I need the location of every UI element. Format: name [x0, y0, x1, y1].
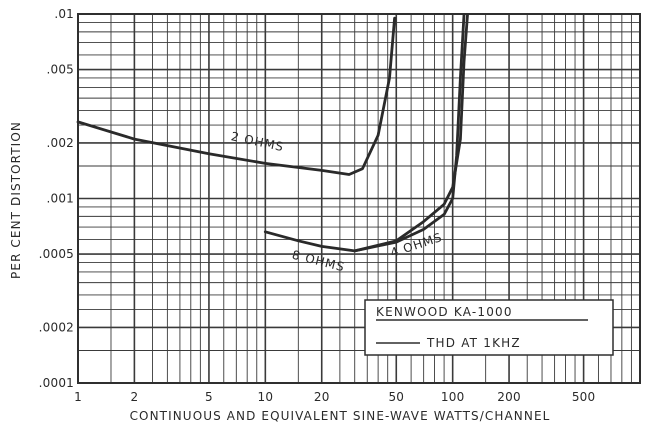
x-tick-label: 20: [314, 390, 330, 404]
x-tick-label: 10: [257, 390, 273, 404]
legend-entry-thd: THD AT 1KHZ: [426, 336, 521, 350]
legend-title: KENWOOD KA-1000: [376, 305, 513, 319]
legend-box: KENWOOD KA-1000 THD AT 1KHZ: [364, 299, 614, 356]
x-tick-label: 1: [74, 390, 82, 404]
x-tick-label: 5: [205, 390, 213, 404]
series-line-2-ohms: [76, 16, 396, 176]
y-tick-label: .001: [46, 192, 74, 206]
legend-frame: [364, 299, 614, 356]
y-tick-label: .005: [46, 63, 74, 77]
y-tick-label: .0001: [39, 376, 74, 390]
x-tick-label: 100: [441, 390, 465, 404]
y-tick-label: .002: [46, 136, 74, 150]
y-tick-label: .0002: [39, 320, 74, 334]
x-tick-label: 500: [572, 390, 596, 404]
series-line-8-ohms: [263, 13, 466, 253]
tick-layer: 1 2 5 10 20 50 100 200 500 .0001 .0002 .0005 .001 .00…: [39, 7, 596, 404]
series-label-2-ohms: 2 OHMS: [230, 129, 286, 154]
series-line-4-ohms: [353, 13, 469, 253]
plot-frame: [77, 13, 641, 384]
x-axis-title: CONTINUOUS AND EQUIVALENT SINE-WAVE WATT…: [130, 409, 551, 423]
y-tick-label: .0005: [39, 247, 74, 261]
series-label-8-ohms: 8 OHMS: [291, 248, 347, 275]
x-tick-label: 50: [388, 390, 404, 404]
y-tick-label: .01: [54, 7, 74, 21]
x-tick-label: 2: [130, 390, 138, 404]
x-tick-label: 200: [497, 390, 521, 404]
y-axis-title: PER CENT DISTORTION: [9, 121, 23, 279]
series-layer: [76, 13, 469, 253]
